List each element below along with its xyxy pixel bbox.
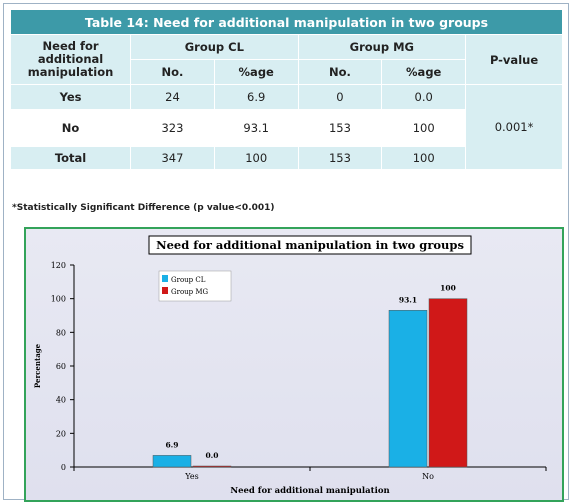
y-tick-label: 120 <box>51 261 66 270</box>
table-row: No 323 93.1 153 100 <box>9 109 563 147</box>
y-tick-label: 60 <box>56 362 66 371</box>
cl-no-header: No. <box>130 59 215 85</box>
subheader-row: No. %age No. %age <box>11 59 563 85</box>
cell-cl-pct: 100 <box>213 146 299 170</box>
chart-title-box <box>148 235 472 255</box>
y-tick-label: 0 <box>61 463 66 472</box>
cell-mg-no: 153 <box>297 109 383 147</box>
x-axis-label: Need for additional manipulation <box>230 486 389 496</box>
y-tick-label: 80 <box>56 328 66 337</box>
row-label: Yes <box>9 84 132 110</box>
cell-mg-pct: 0.0 <box>381 84 467 110</box>
data-label: 100 <box>440 284 456 293</box>
cell-cl-no: 347 <box>130 146 215 170</box>
cell-cl-pct: 6.9 <box>213 84 299 110</box>
y-tick-label: 100 <box>51 295 66 304</box>
row-label: Total <box>9 146 132 170</box>
row-label-header: Need for additional manipulation <box>9 34 132 85</box>
group-mg-header: Group MG <box>297 34 467 60</box>
legend-box <box>158 270 232 302</box>
data-table: Table 14: Need for additional manipulati… <box>9 9 563 170</box>
mg-no-header: No. <box>297 59 383 85</box>
table-footnote: *Statistically Significant Difference (p… <box>12 203 275 213</box>
x-tick-label: No <box>422 472 434 481</box>
data-label: 93.1 <box>399 295 417 304</box>
table-caption-row: Table 14: Need for additional manipulati… <box>10 9 563 35</box>
legend-swatch <box>162 287 168 294</box>
y-axis-label: Percentage <box>33 343 42 388</box>
p-value-header: P-value <box>465 34 563 85</box>
report-frame: Table 14: Need for additional manipulati… <box>3 3 569 502</box>
bar-group-cl-yes <box>152 455 192 468</box>
group-cl-header: Group CL <box>130 34 299 60</box>
cell-mg-pct: 100 <box>381 146 467 170</box>
chart-panel: Need for additional manipulation in two … <box>24 227 564 502</box>
cell-cl-no: 323 <box>130 109 215 147</box>
header-row: Need for additional manipulation Group C… <box>9 34 563 85</box>
row-label: No <box>9 109 132 147</box>
p-value-cell: 0.001* <box>465 84 563 170</box>
table-row: Total 347 100 153 100 <box>9 146 563 170</box>
bar-group-cl-no <box>388 310 428 468</box>
bar-group-mg-no <box>428 298 468 468</box>
data-label: 6.9 <box>165 440 178 449</box>
data-label: 0.0 <box>205 451 218 460</box>
x-tick-label: Yes <box>184 472 198 481</box>
cell-cl-pct: 93.1 <box>213 109 299 147</box>
cell-mg-no: 0 <box>297 84 383 110</box>
bar-group-mg-yes <box>192 465 232 468</box>
cl-pct-header: %age <box>213 59 299 85</box>
table-caption: Table 14: Need for additional manipulati… <box>10 9 563 35</box>
cell-cl-no: 24 <box>130 84 215 110</box>
cell-mg-no: 153 <box>297 146 383 170</box>
table-row: Yes 24 6.9 0 0.0 0.001* <box>9 84 563 170</box>
legend-label: Group CL <box>171 276 206 284</box>
legend-swatch <box>162 275 168 282</box>
y-tick-label: 40 <box>56 396 66 405</box>
legend-label: Group MG <box>171 288 209 296</box>
mg-pct-header: %age <box>381 59 467 85</box>
cell-mg-pct: 100 <box>381 109 467 147</box>
y-tick-label: 20 <box>56 429 66 438</box>
chart-title: Need for additional manipulation in two … <box>156 238 464 252</box>
bar-chart: Need for additional manipulation in two … <box>33 235 547 496</box>
